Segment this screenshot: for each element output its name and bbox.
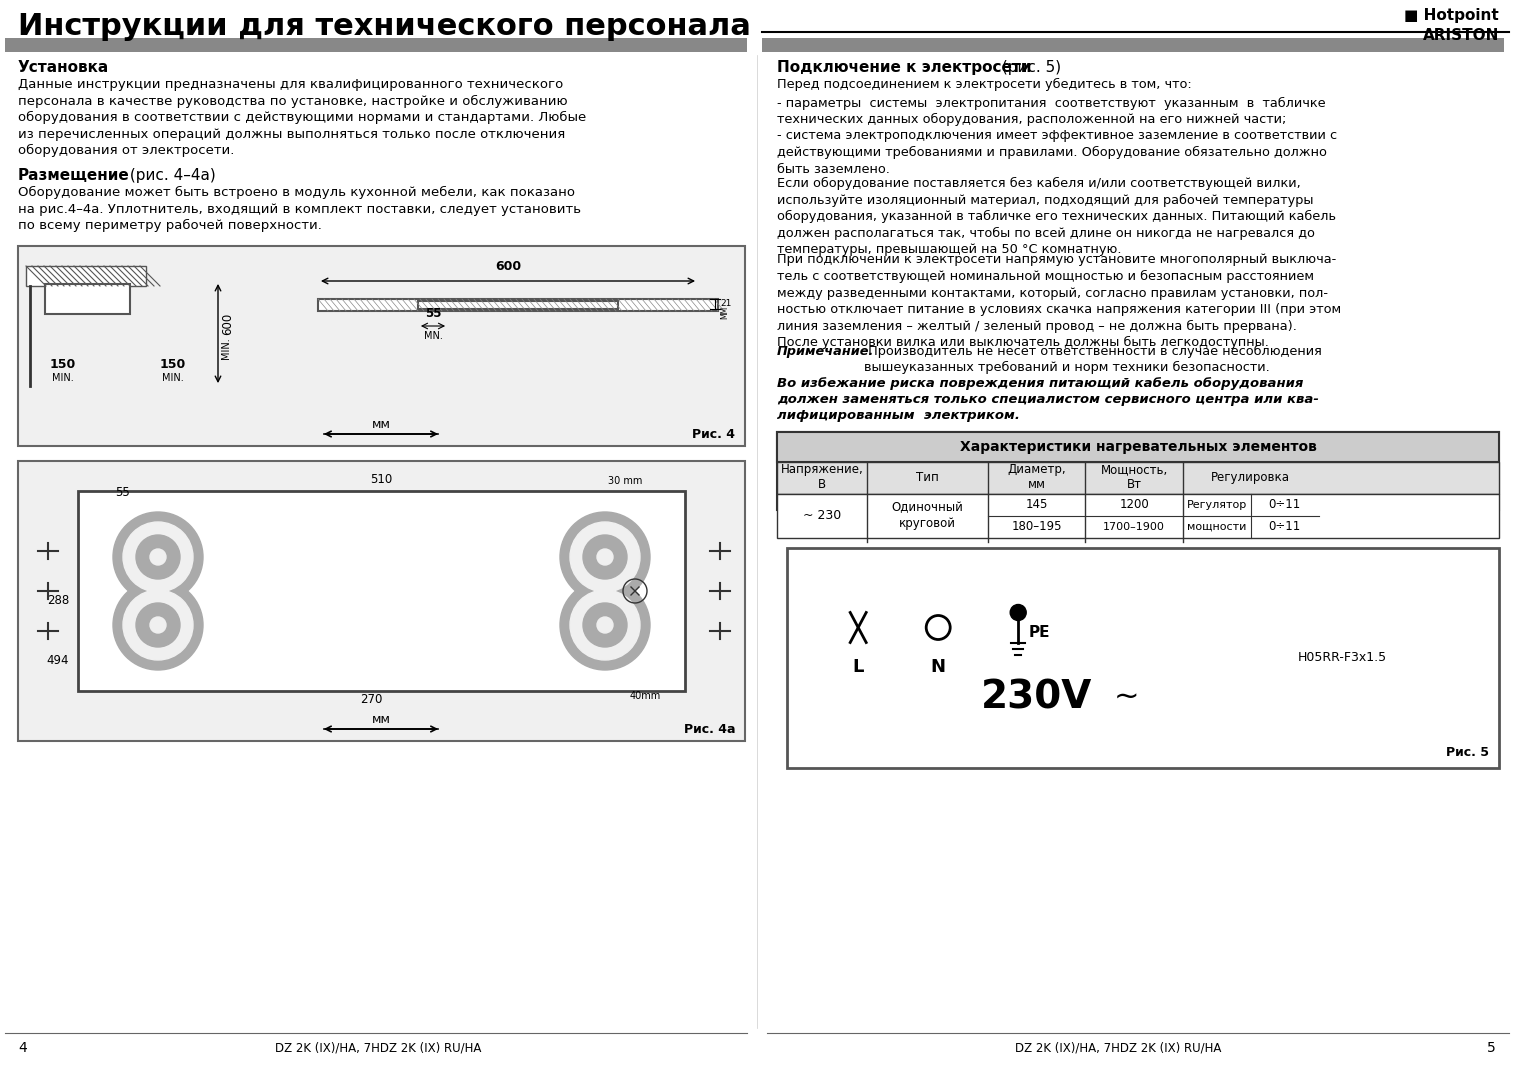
Text: 40mm: 40mm	[630, 691, 660, 701]
Text: Одиночный
круговой: Одиночный круговой	[892, 501, 963, 529]
Text: 494: 494	[47, 655, 70, 667]
Text: MM: MM	[721, 306, 730, 319]
Circle shape	[114, 512, 203, 602]
Text: (рис. 5): (рис. 5)	[998, 60, 1061, 75]
Bar	[777, 431, 1499, 510]
Text: Мощность,
Вт: Мощность, Вт	[1101, 464, 1167, 491]
Text: H05RR-F3x1.5: H05RR-F3x1.5	[1297, 651, 1387, 664]
Text: Во избежание риска повреждения питающий кабель оборудования
должен заменяться то: Во избежание риска повреждения питающий …	[777, 377, 1319, 423]
Text: 270: 270	[360, 693, 382, 706]
Text: 180–195: 180–195	[1011, 520, 1061, 533]
Text: Перед подсоединением к электросети убедитесь в том, что:: Перед подсоединением к электросети убеди…	[777, 78, 1192, 91]
Text: - система электроподключения имеет эффективное заземление в соответствии с
дейст: - система электроподключения имеет эффек…	[777, 130, 1337, 176]
Text: Если оборудование поставляется без кабеля и/или соответствующей вилки,
используй: Если оборудование поставляется без кабел…	[777, 177, 1335, 256]
Text: Рис. 5: Рис. 5	[1446, 747, 1488, 760]
Circle shape	[150, 549, 167, 565]
Text: Установка: Установка	[18, 60, 109, 75]
Text: ■ Hotpoint: ■ Hotpoint	[1405, 8, 1499, 23]
Text: ~ 230: ~ 230	[802, 509, 842, 521]
Text: DZ 2K (IX)/HA, 7HDZ 2K (IX) RU/HA: DZ 2K (IX)/HA, 7HDZ 2K (IX) RU/HA	[1014, 1042, 1222, 1055]
Text: MIN.: MIN.	[162, 373, 183, 383]
Bar	[777, 431, 1499, 461]
Text: 0÷11: 0÷11	[1269, 520, 1301, 533]
Text: N: N	[931, 658, 946, 676]
Text: 1200: 1200	[1119, 498, 1149, 511]
Circle shape	[560, 512, 650, 602]
Circle shape	[150, 617, 167, 633]
Text: Регулятор: Регулятор	[1187, 500, 1248, 510]
Text: 230V: 230V	[981, 678, 1092, 716]
Circle shape	[597, 549, 613, 565]
Text: Тип: Тип	[916, 471, 939, 484]
Text: мм: мм	[371, 712, 391, 726]
Text: Регулировка: Регулировка	[1211, 471, 1290, 484]
Text: мм: мм	[371, 418, 391, 431]
Text: - параметры  системы  электропитания  соответствуют  указанным  в  табличке
техн: - параметры системы электропитания соотв…	[777, 97, 1326, 127]
Circle shape	[583, 603, 627, 647]
Text: 600: 600	[495, 260, 521, 273]
Text: ARISTON: ARISTON	[1423, 28, 1499, 43]
Text: мощности: мощности	[1187, 521, 1246, 531]
Text: 150: 150	[50, 358, 76, 371]
Text: Подключение к электросети: Подключение к электросети	[777, 60, 1031, 75]
Text: L: L	[852, 658, 864, 676]
Bar	[26, 266, 145, 286]
Text: MN.: MN.	[424, 330, 442, 341]
Bar	[5, 38, 746, 52]
Circle shape	[136, 603, 180, 647]
Text: 150: 150	[160, 358, 186, 371]
Text: 600: 600	[221, 312, 235, 335]
Text: 55: 55	[425, 307, 441, 320]
Text: MIN.: MIN.	[51, 373, 74, 383]
Text: 30 mm: 30 mm	[607, 476, 642, 486]
Bar	[762, 38, 1503, 52]
Circle shape	[123, 590, 192, 660]
Circle shape	[1010, 604, 1026, 620]
Text: 5: 5	[1487, 1041, 1496, 1055]
Bar	[777, 461, 1499, 494]
Text: Размещение: Размещение	[18, 168, 130, 183]
Circle shape	[560, 580, 650, 670]
Bar	[787, 547, 1499, 767]
Text: DZ 2K (IX)/HA, 7HDZ 2K (IX) RU/HA: DZ 2K (IX)/HA, 7HDZ 2K (IX) RU/HA	[276, 1042, 481, 1055]
Text: 1700–1900: 1700–1900	[1104, 521, 1166, 531]
Circle shape	[123, 521, 192, 592]
Text: Примечание.: Примечание.	[777, 344, 875, 357]
Bar	[18, 461, 745, 741]
Text: 0÷11: 0÷11	[1269, 498, 1301, 511]
Text: Данные инструкции предназначены для квалифицированного технического
персонала в : Данные инструкции предназначены для квал…	[18, 78, 586, 158]
Bar	[418, 302, 618, 309]
Circle shape	[136, 535, 180, 579]
Bar	[45, 284, 130, 314]
Text: Инструкции для технического персонала: Инструкции для технического персонала	[18, 12, 751, 41]
Text: 288: 288	[47, 594, 70, 607]
Text: Рис. 4а: Рис. 4а	[683, 723, 734, 736]
Bar	[777, 494, 1499, 538]
Text: Напряжение,
В: Напряжение, В	[781, 464, 863, 491]
Text: При подключении к электросети напрямую установите многополярный выключа-
тель с : При подключении к электросети напрямую у…	[777, 253, 1341, 350]
Circle shape	[569, 590, 640, 660]
Circle shape	[597, 617, 613, 633]
Text: 145: 145	[1025, 498, 1048, 511]
Text: Производитель не несет ответственности в случае несоблюдения
вышеуказанных требо: Производитель не несет ответственности в…	[864, 344, 1322, 374]
Text: 4: 4	[18, 1041, 27, 1055]
Text: MIN.: MIN.	[221, 338, 232, 359]
Bar	[318, 299, 718, 311]
Circle shape	[569, 521, 640, 592]
Text: Характеристики нагревательных элементов: Характеристики нагревательных элементов	[960, 440, 1317, 454]
Text: PE: PE	[1028, 624, 1049, 640]
Text: Рис. 4: Рис. 4	[692, 428, 734, 441]
Text: 55: 55	[115, 486, 130, 499]
Circle shape	[114, 580, 203, 670]
Text: 510: 510	[369, 473, 392, 486]
Text: Оборудование может быть встроено в модуль кухонной мебели, как показано
на рис.4: Оборудование может быть встроено в модул…	[18, 186, 581, 232]
Bar	[79, 491, 684, 691]
Text: 21: 21	[721, 299, 731, 309]
Text: Диаметр,
мм: Диаметр, мм	[1007, 464, 1066, 491]
Text: (рис. 4–4а): (рис. 4–4а)	[126, 168, 217, 183]
Text: ~: ~	[1113, 682, 1139, 711]
Circle shape	[583, 535, 627, 579]
Bar	[18, 246, 745, 446]
